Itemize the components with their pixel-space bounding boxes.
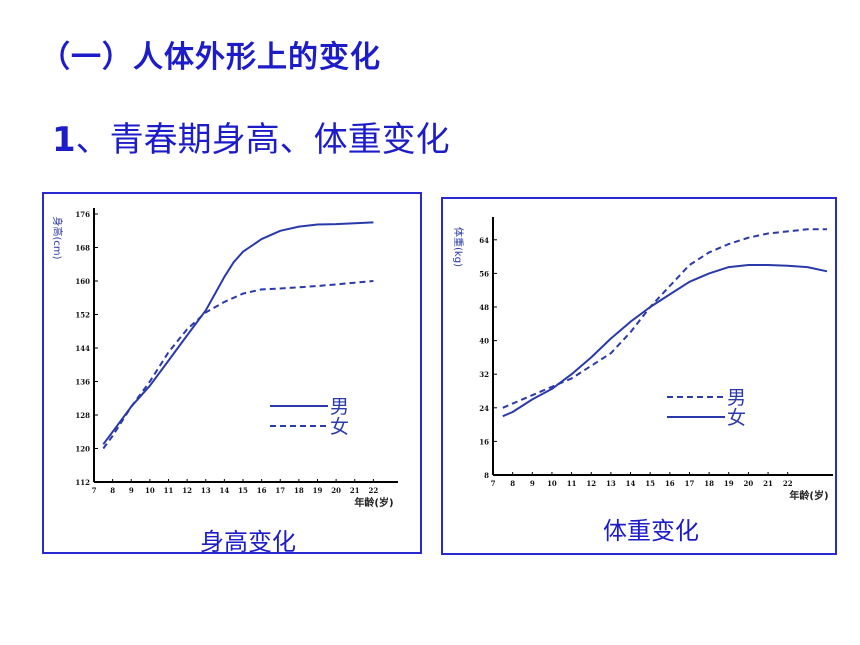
- height-chart-y-tick-label: 152: [75, 311, 90, 320]
- height-chart-x-tick-label: 7: [92, 486, 97, 495]
- weight-chart-y-axis-label: 体重(kg): [452, 227, 465, 267]
- height-chart-y-tick-label: 120: [75, 445, 90, 454]
- height-chart-y-tick-label: 112: [75, 478, 90, 487]
- height-chart-y-tick-label: 168: [75, 244, 90, 253]
- height-chart-x-axis-label: 年龄(岁): [354, 496, 393, 509]
- height-chart-x-tick-label: 12: [182, 486, 192, 495]
- height-chart-y-tick-label: 176: [75, 210, 90, 219]
- height-chart-x-tick-label: 21: [350, 486, 360, 495]
- height-chart-caption: 身高变化: [200, 528, 296, 556]
- weight-chart-legend-label-2: 女: [727, 407, 746, 429]
- weight-chart-x-tick-label: 7: [491, 479, 496, 488]
- height-chart-x-tick-label: 15: [238, 486, 248, 495]
- height-chart-y-tick-label: 136: [75, 378, 90, 387]
- weight-chart-y-tick-label: 48: [479, 303, 489, 312]
- height-chart-x-tick-label: 11: [164, 486, 174, 495]
- weight-chart-y-tick-label: 56: [479, 269, 489, 278]
- weight-chart-y-tick-label: 24: [479, 404, 489, 413]
- height-chart-x-tick-label: 19: [313, 486, 323, 495]
- height-chart-y-tick-label: 160: [75, 277, 90, 286]
- height-chart-x-tick-label: 8: [110, 486, 115, 495]
- weight-chart-x-tick-label: 22: [783, 479, 793, 488]
- weight-chart-x-tick-label: 21: [763, 479, 773, 488]
- weight-chart-x-tick-label: 15: [645, 479, 655, 488]
- height-chart-x-tick-label: 16: [257, 486, 267, 495]
- subheading-number: 1: [52, 120, 76, 160]
- weight-chart-x-tick-label: 13: [606, 479, 616, 488]
- weight-chart-series-1-line: [502, 228, 827, 409]
- weight-chart-y-tick-label: 16: [479, 437, 489, 446]
- height-chart-x-tick-label: 17: [275, 486, 285, 495]
- weight-chart-caption: 体重变化: [603, 517, 699, 545]
- height-chart-series-1-line: [102, 221, 374, 445]
- weight-chart-x-tick-label: 14: [626, 479, 636, 488]
- weight-chart-x-tick-label: 8: [510, 479, 515, 488]
- weight-chart-x-tick-label: 10: [547, 479, 557, 488]
- height-chart-legend-label-2: 女: [330, 416, 349, 438]
- weight-chart-x-tick-label: 12: [586, 479, 596, 488]
- weight-chart-series-2-line: [502, 264, 828, 418]
- height-chart-x-tick-label: 13: [201, 486, 211, 495]
- subheading-text: 、青春期身高、体重变化: [75, 120, 450, 160]
- weight-chart-x-tick-label: 17: [685, 479, 695, 488]
- weight-chart-y-tick-label: 32: [479, 370, 489, 379]
- weight-chart-x-axis-label: 年龄(岁): [789, 489, 828, 502]
- weight-chart-y-tick-label: 8: [484, 471, 489, 480]
- weight-chart-x-tick-label: 11: [567, 479, 577, 488]
- weight-chart-x-tick-label: 16: [665, 479, 675, 488]
- height-chart-x-tick-label: 10: [145, 486, 155, 495]
- weight-chart-y-tick-label: 64: [479, 236, 489, 245]
- weight-chart-x-tick-label: 9: [530, 479, 535, 488]
- section-subheading: 1、青春期身高、体重变化: [52, 112, 450, 161]
- height-chart-x-tick-label: 9: [129, 486, 134, 495]
- weight-chart-y-tick-label: 40: [479, 337, 489, 346]
- height-chart-series-2-line: [102, 280, 374, 450]
- section-heading: （一）人体外形上的变化: [40, 40, 381, 75]
- weight-chart-x-tick-label: 18: [704, 479, 714, 488]
- height-chart-x-tick-label: 20: [331, 486, 341, 495]
- weight-chart-panel: 8 16 24 32 40 48 56 64 7 8 9 10 11 12 13 14 15 16 17 18 19 20…: [441, 197, 837, 555]
- weight-chart-x-tick-label: 19: [724, 479, 734, 488]
- height-chart-y-tick-label: 144: [75, 344, 90, 353]
- height-chart-y-tick-label: 128: [75, 411, 90, 420]
- height-chart-y-axis-label: 身高(cm): [51, 216, 64, 259]
- height-chart-legend-label-1: 男: [330, 396, 349, 418]
- height-chart: 112 120 128 136 144 152 160 168 176 7 8 9 10 11 12 13 14…: [51, 208, 398, 509]
- height-chart-panel: 112 120 128 136 144 152 160 168 176 7 8 9 10 11 12 13 14…: [42, 192, 422, 556]
- weight-chart-legend-label-1: 男: [727, 387, 746, 409]
- height-chart-x-tick-label: 22: [369, 486, 379, 495]
- weight-chart-x-tick-label: 20: [744, 479, 754, 488]
- height-chart-x-tick-label: 18: [294, 486, 304, 495]
- height-chart-x-tick-label: 14: [220, 486, 230, 495]
